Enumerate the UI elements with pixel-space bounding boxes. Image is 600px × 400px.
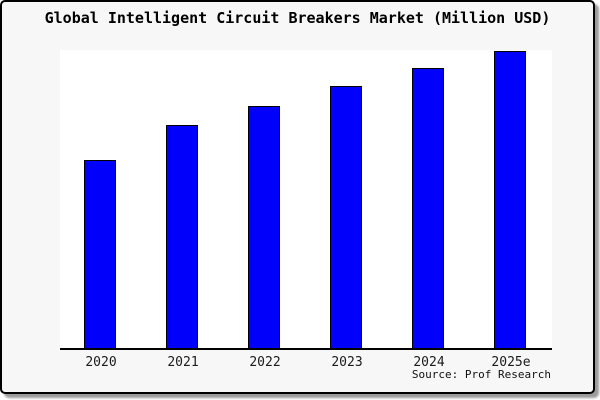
chart-title: Global Intelligent Circuit Breakers Mark… [44, 9, 551, 27]
bar-2023 [330, 86, 362, 348]
bar-2021 [166, 124, 198, 348]
x-tick-label-2020: 2020 [85, 355, 117, 370]
source-note: Source: Prof Research [411, 368, 551, 381]
bar-2020 [84, 160, 116, 348]
x-tick-label-2024: 2024 [413, 355, 445, 370]
x-tick-label-2022: 2022 [249, 355, 281, 370]
bar-2025e [494, 50, 526, 348]
plot-area [60, 50, 552, 350]
x-tick-label-2023: 2023 [331, 355, 363, 370]
x-axis-labels: 2020 2021 2022 2023 2024 2025e [60, 355, 552, 370]
bar-2022 [248, 105, 280, 348]
bar-2024 [412, 68, 444, 348]
chart-card: Global Intelligent Circuit Breakers Mark… [0, 0, 595, 394]
x-tick-label-2025e: 2025e [491, 355, 531, 370]
x-tick-label-2021: 2021 [167, 355, 199, 370]
